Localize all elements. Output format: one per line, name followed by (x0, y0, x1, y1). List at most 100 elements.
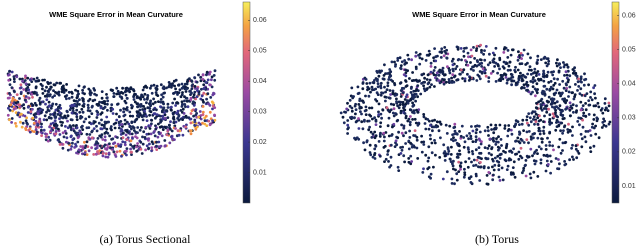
point (382, 131, 385, 135)
point (26, 105, 30, 109)
point (479, 161, 482, 164)
point (117, 120, 121, 124)
point (448, 71, 452, 75)
point (157, 122, 160, 126)
point (361, 127, 365, 131)
point (42, 128, 46, 132)
point (395, 93, 398, 97)
point (101, 101, 105, 105)
point (373, 79, 376, 82)
point (21, 79, 24, 83)
point (60, 124, 64, 127)
point (427, 145, 431, 149)
point (38, 101, 42, 105)
point (132, 89, 136, 93)
point (69, 147, 73, 151)
point (31, 95, 34, 99)
point (112, 95, 116, 98)
point (548, 154, 552, 158)
point (195, 80, 199, 84)
point-cloud (6, 43, 612, 186)
point (600, 126, 604, 129)
point (115, 118, 119, 122)
point (396, 56, 400, 60)
point (430, 83, 433, 86)
point (538, 129, 542, 133)
point (486, 157, 490, 161)
point (523, 75, 527, 79)
point (165, 86, 168, 90)
point (341, 115, 345, 119)
point (483, 49, 486, 52)
point (180, 100, 184, 104)
point (422, 140, 426, 144)
point (535, 62, 539, 65)
point (72, 124, 75, 127)
point (463, 171, 467, 175)
point (140, 94, 144, 98)
point (40, 128, 43, 132)
point (387, 134, 391, 138)
point (497, 160, 501, 164)
point (45, 118, 49, 122)
point (370, 136, 374, 139)
point (85, 153, 89, 157)
point (446, 146, 450, 150)
point (525, 88, 528, 92)
point (510, 151, 514, 154)
point (70, 145, 73, 148)
point (536, 136, 540, 140)
point (88, 109, 92, 113)
point (538, 114, 541, 118)
point (381, 91, 385, 95)
point (533, 79, 537, 83)
point (521, 171, 524, 175)
point (111, 112, 115, 115)
point (136, 126, 140, 129)
point (559, 66, 562, 69)
point (185, 116, 189, 119)
point (86, 103, 90, 107)
point (92, 153, 96, 156)
point (108, 134, 111, 138)
point (582, 83, 586, 87)
point (450, 145, 453, 149)
point (551, 112, 555, 116)
point (597, 105, 601, 109)
point (174, 127, 177, 130)
point (536, 116, 540, 120)
point (589, 146, 592, 150)
point (563, 125, 566, 129)
point (411, 118, 414, 121)
point (38, 96, 42, 100)
point (468, 76, 472, 80)
point (155, 148, 159, 152)
point (188, 129, 192, 133)
point (152, 112, 156, 116)
point (170, 85, 173, 89)
point (544, 144, 548, 147)
point (515, 152, 518, 156)
point (403, 108, 407, 112)
point (534, 120, 538, 123)
point (452, 80, 456, 84)
point (210, 100, 214, 104)
point (75, 118, 79, 121)
point (555, 88, 559, 92)
point (479, 58, 483, 62)
point (184, 90, 188, 93)
point (99, 106, 103, 110)
point (37, 120, 41, 123)
point (563, 63, 567, 67)
point (551, 102, 554, 105)
point (179, 117, 183, 121)
point (146, 106, 150, 109)
point (170, 129, 174, 133)
point (10, 86, 14, 89)
point (31, 107, 34, 111)
point (75, 151, 78, 155)
point (438, 81, 442, 85)
point (389, 93, 392, 96)
point (375, 99, 379, 103)
point (101, 154, 105, 158)
